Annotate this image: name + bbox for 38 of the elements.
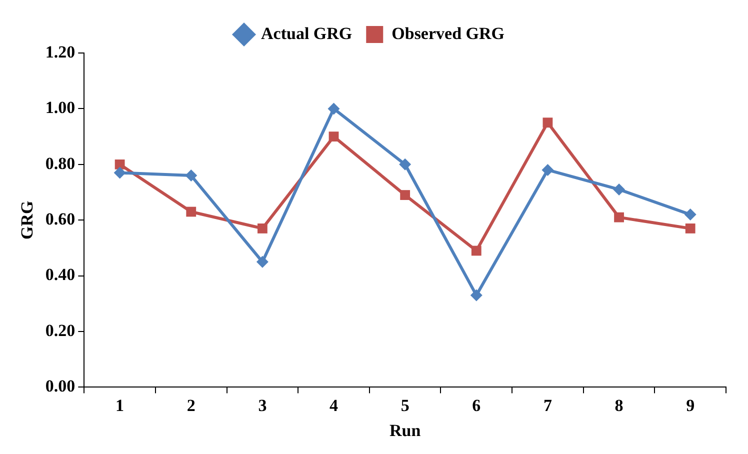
x-tick-label: 9 [686,396,695,415]
point [471,246,482,256]
point [613,183,626,196]
point [328,132,339,142]
point [614,212,624,222]
x-tick-label: 6 [472,396,481,415]
point [328,102,340,115]
x-tick-label: 1 [116,396,124,415]
point [114,166,126,179]
point [257,224,268,234]
x-axis-title: Run [389,421,422,440]
point [114,159,125,170]
x-tick-label: 2 [186,396,196,415]
y-tick-label: 1.20 [45,42,76,62]
point [542,118,553,128]
point [470,289,482,302]
point [684,208,696,221]
y-tick-label: 1.00 [45,98,76,118]
point [400,190,410,200]
point [685,224,696,234]
point [186,206,196,217]
point [256,256,268,268]
y-tick-label: 0.40 [45,265,76,284]
point [399,158,412,170]
x-tick-label: 4 [330,396,339,415]
x-tick-label: 5 [400,396,410,415]
y-tick-label: 0.20 [45,320,76,340]
y-tick-label: 0.00 [45,376,76,396]
x-tick-label: 3 [258,396,267,415]
point [185,170,198,182]
legend-label: Observed GRG [392,24,504,43]
y-tick-label: 0.80 [45,154,76,173]
x-tick-label: 7 [543,396,552,415]
y-tick-label: 0.60 [45,209,76,228]
x-tick-label: 8 [614,396,624,415]
y-axis-title: GRG [18,200,37,240]
legend-label: Actual GRG [261,24,352,43]
point [542,164,554,176]
